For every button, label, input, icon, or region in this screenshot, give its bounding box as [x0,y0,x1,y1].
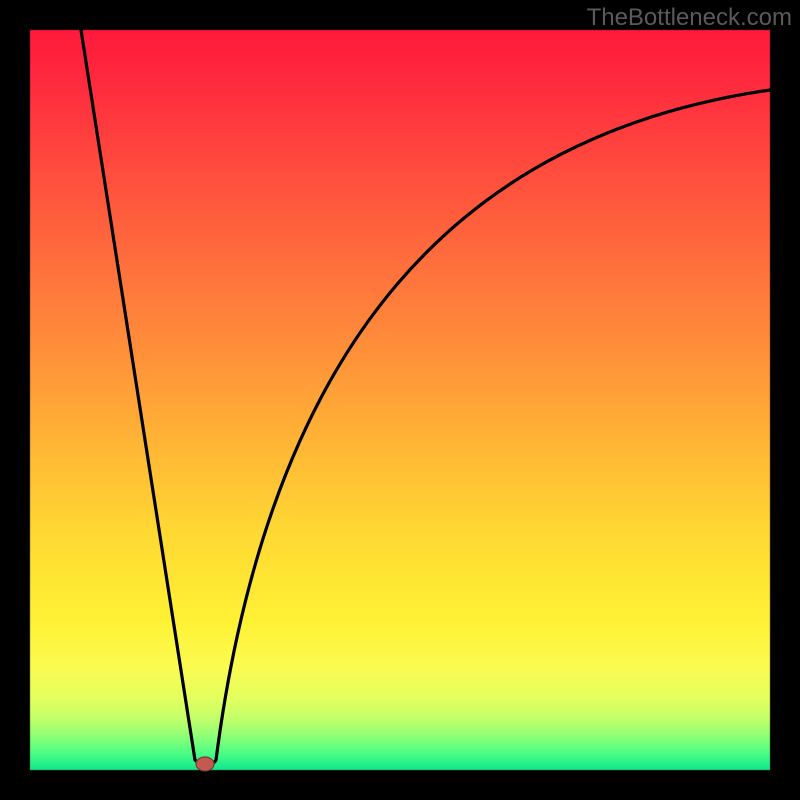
gradient-canvas [0,0,800,800]
chart-wrapper: TheBottleneck.com [0,0,800,800]
